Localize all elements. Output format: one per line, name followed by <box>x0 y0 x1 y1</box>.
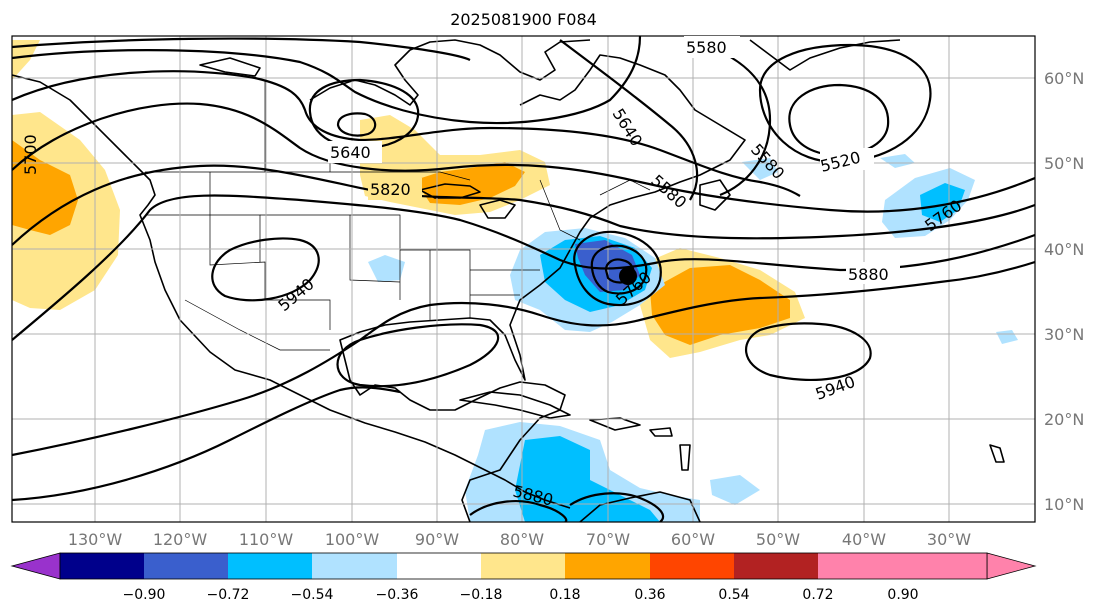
gridlines <box>12 36 1035 522</box>
colorbar-tick-label: 0.18 <box>549 587 580 603</box>
longitude-label: 60°W <box>671 530 715 549</box>
colorbar-segment <box>903 553 987 579</box>
latitude-labels: 60°N 50°N 40°N 30°N 20°N 10°N <box>1044 69 1084 514</box>
colorbar-tick-label: 0.72 <box>802 587 833 603</box>
colorbar-tick-label: −0.54 <box>291 587 334 603</box>
colorbar-tick-label: 0.54 <box>718 587 749 603</box>
contour-label: 5640 <box>330 143 371 162</box>
colorbar-segment <box>565 553 650 579</box>
longitude-label: 40°W <box>842 530 886 549</box>
longitude-label: 30°W <box>927 530 971 549</box>
contour-label: 5880 <box>848 265 889 284</box>
map-title: 2025081900 F084 <box>450 10 597 29</box>
longitude-label: 50°W <box>756 530 800 549</box>
colorbar-segment <box>144 553 228 579</box>
colorbar-segment <box>228 553 312 579</box>
colorbar-segment <box>60 553 144 579</box>
colorbar-tick-label: −0.90 <box>123 587 166 603</box>
contour-label: 5820 <box>370 180 411 199</box>
latitude-label: 10°N <box>1044 495 1084 514</box>
longitude-label: 90°W <box>415 530 459 549</box>
colorbar-tick-label: 0.90 <box>887 587 918 603</box>
colorbar-segment <box>397 553 481 579</box>
longitude-labels: 130°W 120°W 110°W 100°W 90°W 80°W 70°W 6… <box>68 530 971 549</box>
colorbar-tick-label: −0.36 <box>376 587 419 603</box>
colorbar-segment <box>650 553 734 579</box>
latitude-label: 50°N <box>1044 154 1084 173</box>
colorbar: −0.90 −0.72 −0.54 −0.36 −0.18 0.18 0.36 … <box>10 552 1037 603</box>
latitude-label: 30°N <box>1044 325 1084 344</box>
colorbar-extend-max <box>986 552 1037 580</box>
longitude-label: 100°W <box>325 530 380 549</box>
longitude-label: 70°W <box>586 530 630 549</box>
longitude-label: 130°W <box>68 530 123 549</box>
colorbar-tick-label: 0.36 <box>634 587 665 603</box>
latitude-label: 60°N <box>1044 69 1084 88</box>
longitude-label: 120°W <box>153 530 208 549</box>
colorbar-extend-min <box>10 552 61 580</box>
colorbar-segment <box>818 553 903 579</box>
latitude-label: 20°N <box>1044 410 1084 429</box>
colorbar-segment <box>312 553 397 579</box>
storm-center-marker <box>619 267 637 285</box>
colorbar-segment <box>734 553 818 579</box>
longitude-label: 80°W <box>500 530 544 549</box>
colorbar-tick-label: −0.72 <box>207 587 250 603</box>
colorbar-segment <box>481 553 565 579</box>
colorbar-tick-label: −0.18 <box>460 587 503 603</box>
contour-label: 5700 <box>21 134 40 175</box>
longitude-label: 110°W <box>239 530 294 549</box>
map-frame <box>11 35 1036 523</box>
contour-label: 5580 <box>686 38 727 57</box>
latitude-label: 40°N <box>1044 240 1084 259</box>
colorbar-border <box>59 552 988 580</box>
